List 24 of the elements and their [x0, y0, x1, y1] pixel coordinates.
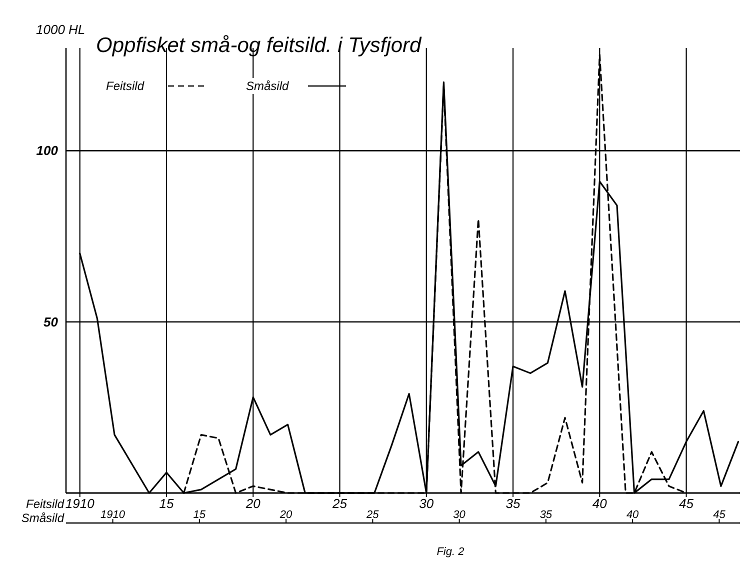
x-tick-label: 40 [592, 496, 608, 511]
y-tick-label: 50 [44, 314, 59, 330]
x-tick-label: 30 [419, 496, 434, 511]
x2-tick-label: 20 [278, 509, 294, 521]
x-tick-label: 35 [506, 496, 522, 511]
x2-tick-label: 25 [366, 509, 380, 521]
x2-tick-label: 45 [713, 509, 726, 521]
y-axis-title: 1000 HL [36, 22, 86, 37]
x-tick-label: 45 [679, 496, 694, 511]
x2-tick-label: 35 [540, 509, 553, 521]
x2-tick-label: 30 [453, 509, 466, 521]
caption: Fig. 2 [436, 546, 464, 558]
y-tick-label: 100 [36, 143, 59, 158]
x2-tick-label: 40 [626, 509, 640, 521]
x2-axis-title: Småsild [21, 511, 64, 525]
x-tick-label: 20 [244, 496, 262, 511]
legend-label: Småsild [246, 79, 290, 93]
x2-tick-label: 1910 [100, 509, 126, 521]
x-tick-label: 25 [332, 496, 348, 511]
x2-tick-label: 15 [193, 509, 206, 521]
x-tick-label: 15 [159, 496, 174, 511]
legend-label: Feitsild [106, 79, 144, 93]
x-tick-label: 1910 [65, 496, 96, 511]
x-axis-title: Feitsild [26, 497, 64, 511]
